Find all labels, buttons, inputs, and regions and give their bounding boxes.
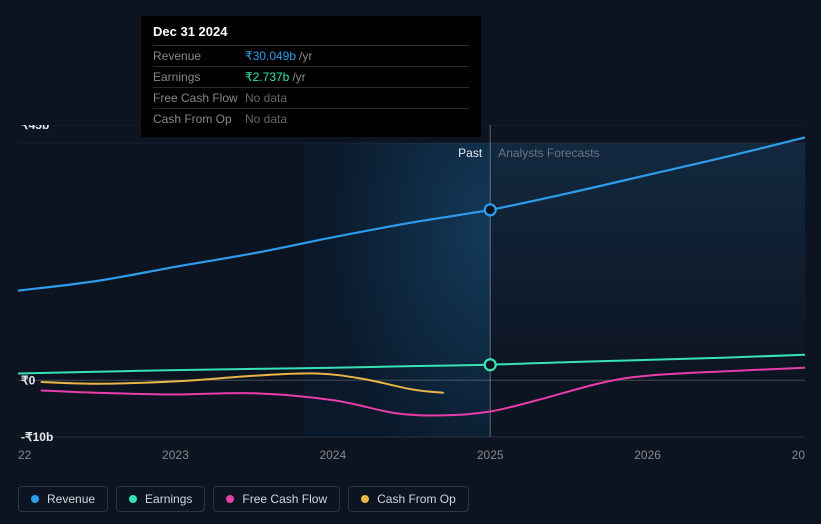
tooltip-value: ₹2.737b (245, 70, 289, 84)
legend-label: Earnings (145, 492, 192, 506)
legend-dot-icon (361, 495, 369, 503)
legend-label: Cash From Op (377, 492, 456, 506)
tooltip-row: Cash From OpNo data (153, 109, 469, 129)
tooltip-unit: /yr (292, 70, 305, 84)
legend-item-fcf[interactable]: Free Cash Flow (213, 486, 340, 512)
tooltip-row: Revenue₹30.049b /yr (153, 46, 469, 67)
x-tick-label: 2022 (18, 448, 32, 462)
legend-item-earnings[interactable]: Earnings (116, 486, 205, 512)
x-tick-label: 2026 (634, 448, 661, 462)
tooltip-unit: /yr (299, 49, 312, 63)
financials-chart[interactable]: Past Analysts Forecasts ₹45b ₹0 -₹10b 2022 202… (18, 125, 805, 479)
tooltip-date: Dec 31 2024 (153, 24, 469, 46)
y-tick-label: ₹0 (21, 373, 36, 387)
past-label: Past (458, 146, 483, 160)
forecast-gradient (490, 143, 805, 380)
legend-dot-icon (31, 495, 39, 503)
forecast-label: Analysts Forecasts (498, 146, 599, 160)
y-tick-label: ₹45b (21, 125, 49, 132)
tooltip-row: Earnings₹2.737b /yr (153, 67, 469, 88)
x-tick-label: 2024 (319, 448, 346, 462)
legend-item-revenue[interactable]: Revenue (18, 486, 108, 512)
x-tick-label: 2025 (477, 448, 504, 462)
tooltip-label: Revenue (153, 49, 245, 63)
legend-label: Revenue (47, 492, 95, 506)
spotlight (303, 143, 490, 437)
chart-tooltip: Dec 31 2024 Revenue₹30.049b /yrEarnings₹… (141, 16, 481, 137)
x-tick-label: 2027 (792, 448, 805, 462)
marker-earnings (485, 359, 496, 370)
chart-container: Past Analysts Forecasts ₹45b ₹0 -₹10b 2022 202… (18, 125, 805, 479)
legend-label: Free Cash Flow (242, 492, 327, 506)
tooltip-rows: Revenue₹30.049b /yrEarnings₹2.737b /yrFr… (153, 46, 469, 129)
tooltip-label: Earnings (153, 70, 245, 84)
chart-legend: Revenue Earnings Free Cash Flow Cash From O… (18, 486, 469, 512)
tooltip-label: Free Cash Flow (153, 91, 245, 105)
marker-revenue (485, 204, 496, 215)
y-tick-label: -₹10b (21, 430, 53, 444)
tooltip-nodata: No data (245, 112, 287, 126)
legend-item-cfo[interactable]: Cash From Op (348, 486, 469, 512)
tooltip-label: Cash From Op (153, 112, 245, 126)
legend-dot-icon (226, 495, 234, 503)
tooltip-nodata: No data (245, 91, 287, 105)
tooltip-row: Free Cash FlowNo data (153, 88, 469, 109)
x-tick-label: 2023 (162, 448, 189, 462)
legend-dot-icon (129, 495, 137, 503)
tooltip-value: ₹30.049b (245, 49, 296, 63)
